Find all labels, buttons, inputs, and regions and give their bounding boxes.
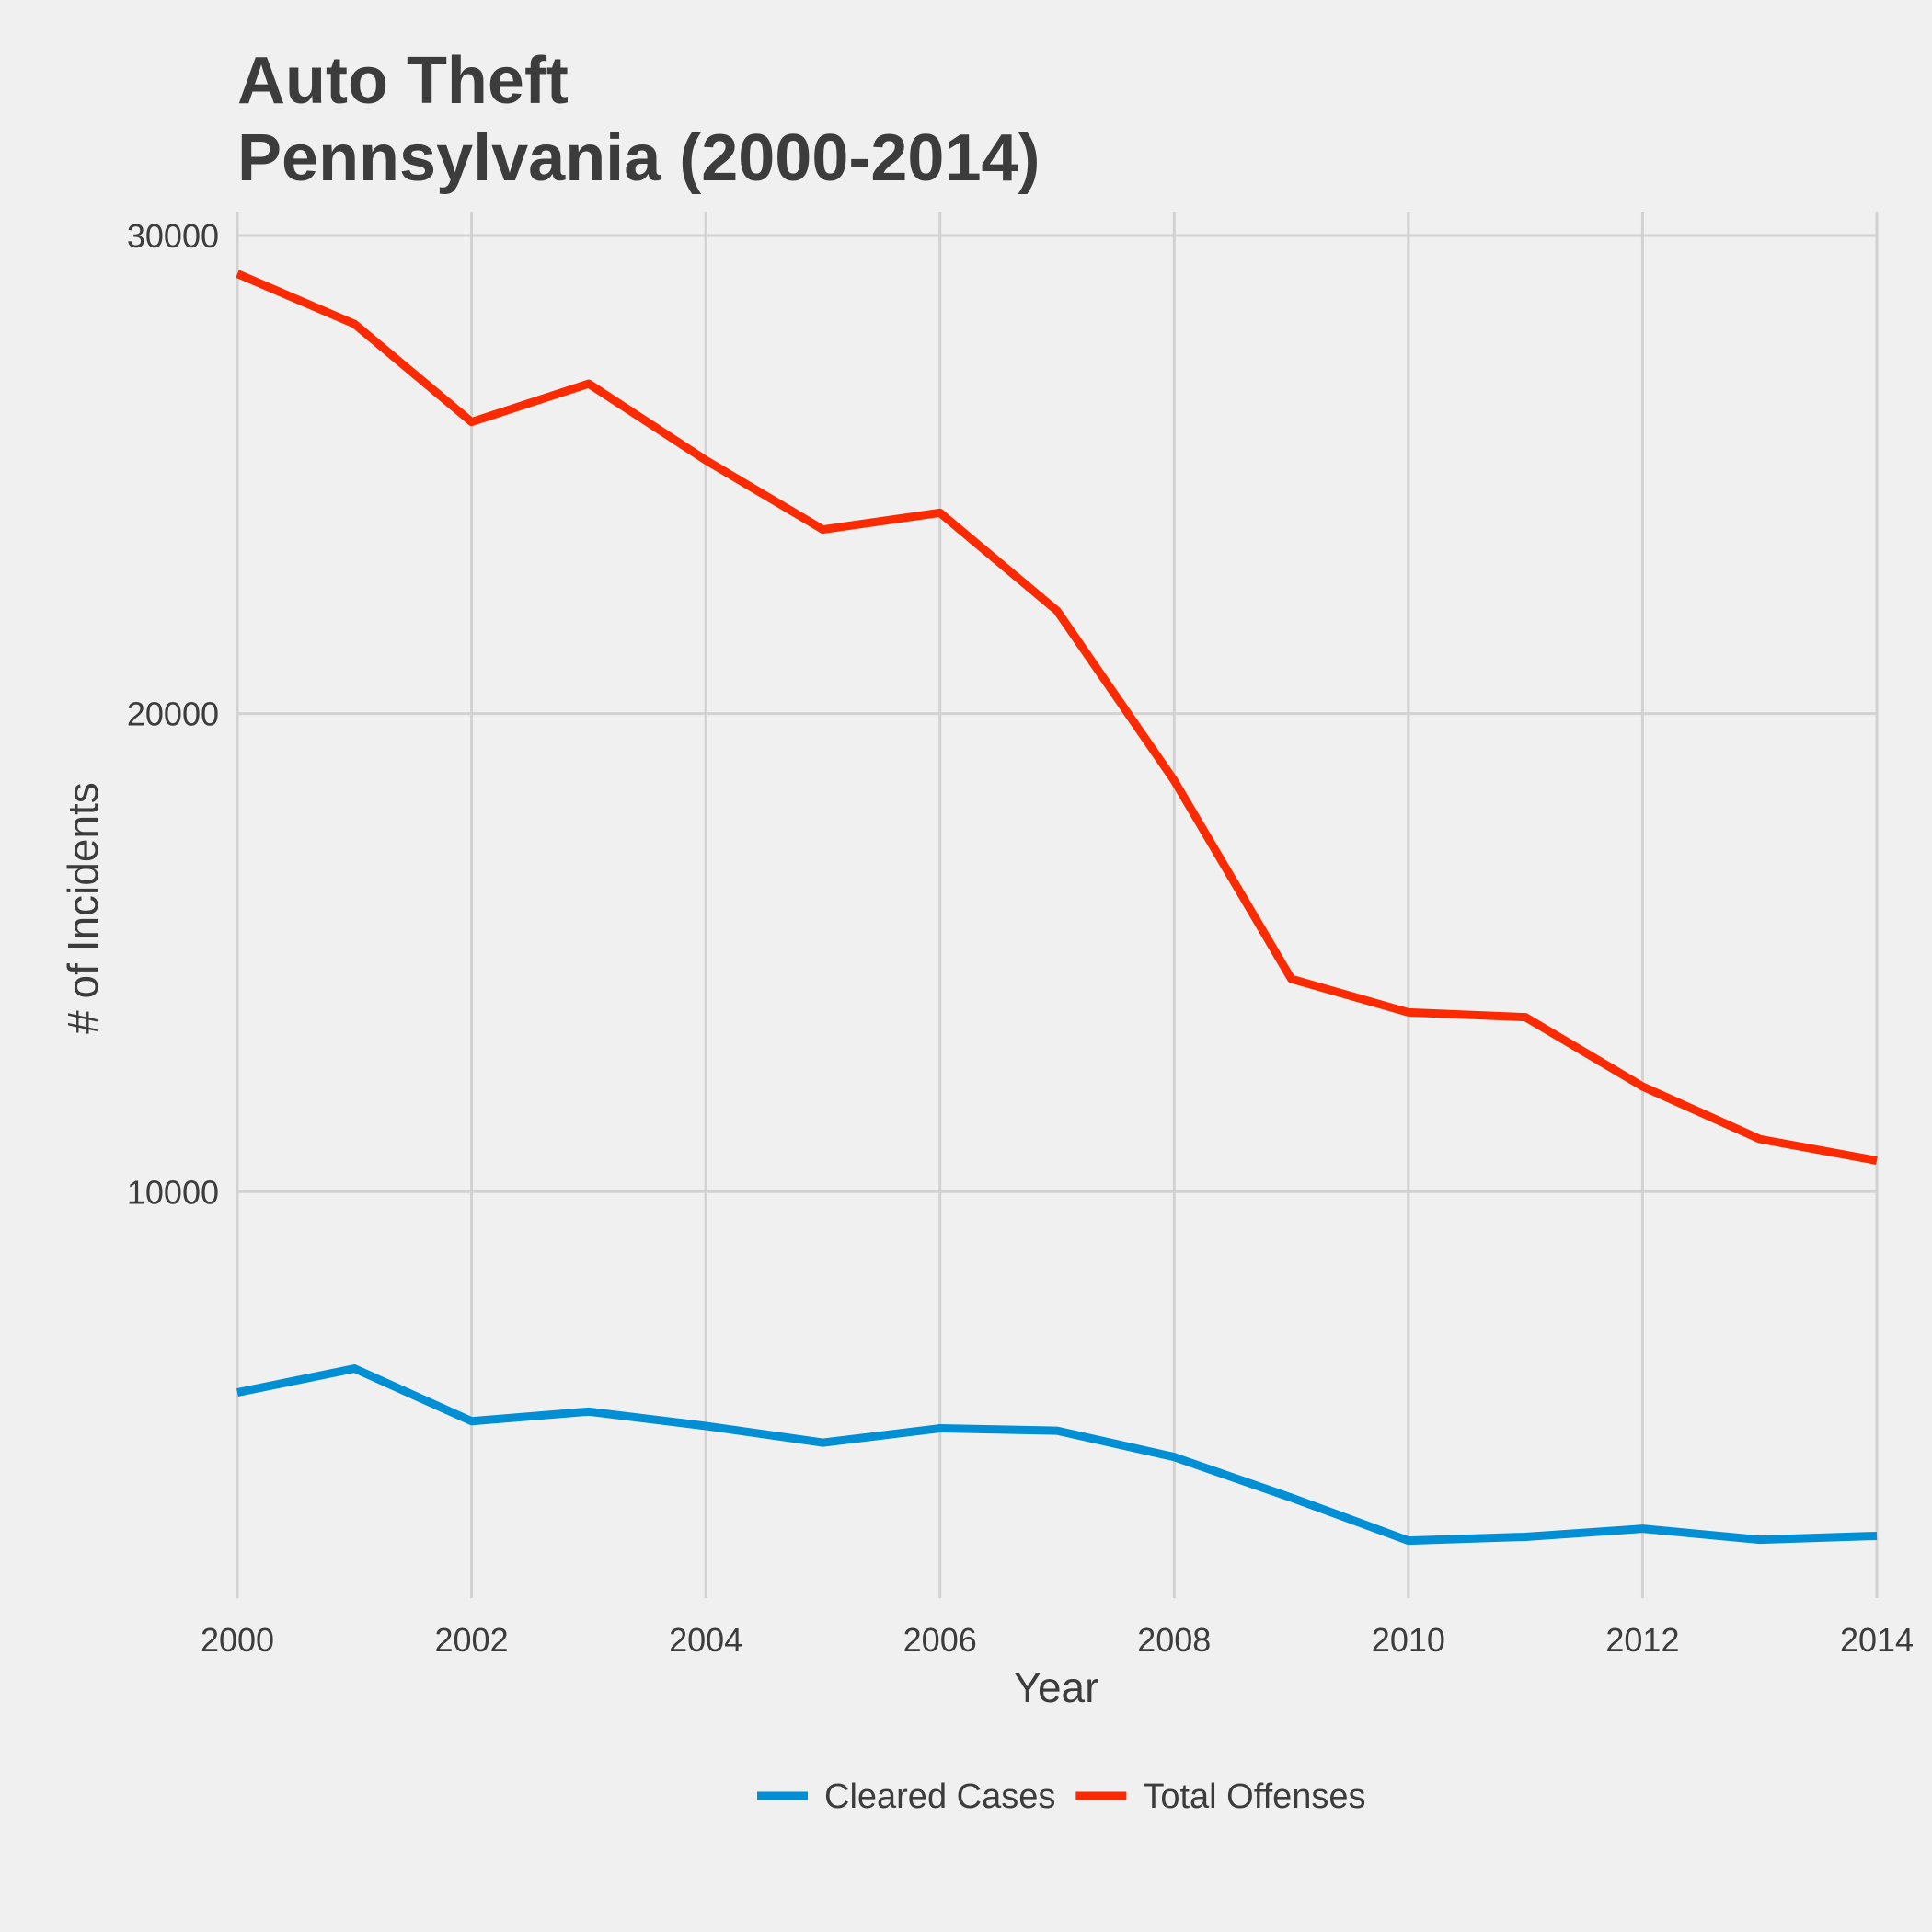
x-tick-label: 2008	[1137, 1621, 1211, 1659]
x-tick-label: 2010	[1372, 1621, 1445, 1659]
x-tick-label: 2000	[201, 1621, 274, 1659]
y-tick-label: 10000	[127, 1173, 219, 1211]
legend-label-total-offenses: Total Offenses	[1143, 1777, 1365, 1816]
series-line-cleared-cases	[236, 1364, 1878, 1546]
tick-labels: 2000 2002 2004 2006 2008 2010 2012 2014 10000 200…	[127, 217, 1914, 1659]
y-tick-label: 20000	[127, 696, 219, 733]
x-tick-label: 2004	[669, 1621, 742, 1659]
gridlines	[236, 212, 1879, 1598]
series-lines	[236, 270, 1878, 1546]
y-axis-title: # of Incidents	[59, 782, 107, 1034]
x-tick-label: 2006	[903, 1621, 977, 1659]
x-tick-label: 2012	[1605, 1621, 1679, 1659]
chart-title-line-2: Pennsylvania (2000-2014)	[237, 121, 1041, 195]
x-tick-label: 2002	[435, 1621, 509, 1659]
x-axis-title: Year	[1014, 1663, 1099, 1711]
chart-title-line-1: Auto Theft	[237, 44, 569, 118]
legend: Cleared Cases Total Offenses	[757, 1777, 1366, 1816]
legend-label-cleared-cases: Cleared Cases	[824, 1777, 1055, 1816]
x-tick-label: 2014	[1840, 1621, 1914, 1659]
series-line-total-offenses	[236, 270, 1878, 1165]
y-tick-label: 30000	[127, 217, 219, 255]
